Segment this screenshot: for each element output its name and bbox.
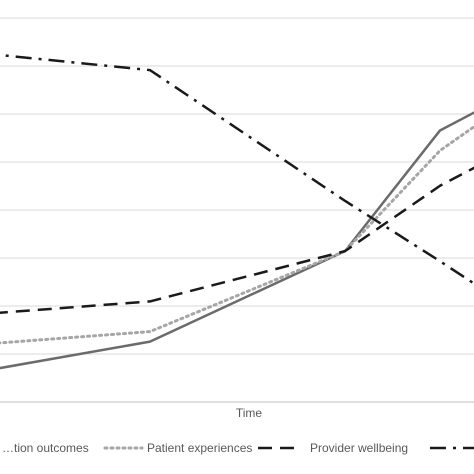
series-line-1 — [0, 124, 474, 345]
series-line-0 — [0, 111, 474, 370]
series-line-3 — [0, 53, 474, 285]
legend-label-2: Provider wellbeing — [310, 441, 408, 455]
legend-label-1: Patient experiences — [147, 441, 252, 455]
x-axis-title: Time — [236, 406, 263, 420]
series-lines — [0, 53, 474, 370]
legend: …tion outcomes Patient experiences Provide… — [2, 441, 474, 455]
series-line-2 — [0, 166, 474, 314]
legend-label-0: …tion outcomes — [2, 441, 89, 455]
